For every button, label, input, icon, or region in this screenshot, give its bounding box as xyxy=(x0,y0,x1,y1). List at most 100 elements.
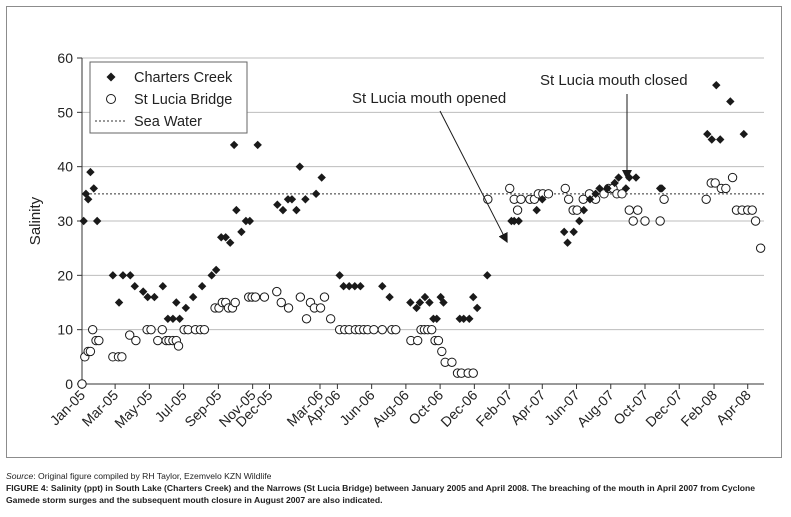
charters-creek-point xyxy=(158,282,168,291)
charters-creek-point xyxy=(118,271,128,280)
st-lucia-bridge-point xyxy=(173,341,184,351)
st-lucia-bridge-point xyxy=(295,292,306,302)
y-tick-label: 60 xyxy=(57,50,73,66)
charters-creek-point xyxy=(610,178,619,188)
st-lucia-bridge-point xyxy=(315,303,326,313)
charters-creek-point xyxy=(221,233,230,242)
charters-creek-point xyxy=(273,200,282,209)
charters-creek-point xyxy=(172,298,181,307)
st-lucia-bridge-point xyxy=(755,243,766,253)
st-lucia-bridge-point xyxy=(747,205,757,215)
st-lucia-bridge-point xyxy=(325,314,336,324)
charters-creek-point xyxy=(415,298,425,307)
charters-creek-point xyxy=(425,298,434,307)
st-lucia-bridge-point xyxy=(427,324,437,335)
data-series xyxy=(77,80,766,389)
st-lucia-bridge-point xyxy=(447,357,457,367)
x-tick-label: Sep-05 xyxy=(181,387,224,430)
legend-label: Sea Water xyxy=(134,114,202,130)
st-lucia-bridge-point xyxy=(117,352,127,362)
st-lucia-bridge-point xyxy=(301,314,312,324)
charters-creek-point xyxy=(207,271,216,280)
charters-creek-point xyxy=(86,167,95,177)
charters-creek-point xyxy=(126,271,135,280)
charters-creek-point xyxy=(707,135,716,144)
st-lucia-bridge-point xyxy=(77,379,87,389)
st-lucia-bridge-point xyxy=(230,297,240,308)
st-lucia-bridge-point xyxy=(633,205,643,215)
st-lucia-bridge-point xyxy=(640,216,650,226)
source-line: Source: Original figure compiled by RH T… xyxy=(6,470,786,482)
charters-creek-point xyxy=(225,238,235,247)
charters-creek-point xyxy=(712,80,721,90)
st-lucia-bridge-point xyxy=(146,324,156,335)
charters-creek-point xyxy=(585,195,595,204)
charters-creek-point xyxy=(237,227,246,237)
st-lucia-bridge-point xyxy=(259,292,270,302)
charters-creek-point xyxy=(175,314,184,323)
charters-creek-point xyxy=(317,173,326,182)
charters-creek-point xyxy=(253,140,262,150)
st-lucia-bridge-point xyxy=(433,335,444,346)
source-label: Source xyxy=(6,471,34,481)
charters-creek-point xyxy=(197,282,207,291)
charters-creek-point xyxy=(188,292,198,302)
st-lucia-bridge-point xyxy=(560,183,570,194)
st-lucia-bridge-point xyxy=(272,286,282,297)
annotations: St Lucia mouth opened St Lucia mouth clos… xyxy=(352,72,688,244)
charters-creek-point xyxy=(726,97,735,106)
y-tick-label: 50 xyxy=(57,104,73,120)
charters-creek-point xyxy=(483,271,492,280)
st-lucia-bridge-point xyxy=(131,335,141,346)
charters-creek-point xyxy=(130,282,139,291)
charters-creek-point xyxy=(143,292,152,302)
x-tick-label: Dec-07 xyxy=(642,387,685,430)
charters-creek-point xyxy=(406,298,415,307)
y-tick-label: 20 xyxy=(57,267,73,283)
charters-creek-point xyxy=(614,173,623,182)
charters-creek-point xyxy=(181,303,191,313)
charters-creek-point xyxy=(579,205,589,215)
st-lucia-bridge-point xyxy=(624,205,634,215)
st-lucia-bridge-point xyxy=(727,172,738,183)
figure-frame xyxy=(6,6,782,458)
charters-creek-point xyxy=(514,216,523,226)
charters-creek-point xyxy=(301,195,310,204)
st-lucia-bridge-point xyxy=(412,335,423,346)
y-tick-label: 30 xyxy=(57,213,73,229)
charters-creek-point xyxy=(385,292,394,302)
annotation-mouth-opened: St Lucia mouth opened xyxy=(352,90,506,107)
charters-creek-point xyxy=(287,195,297,204)
charters-creek-point xyxy=(510,216,519,226)
st-lucia-bridge-point xyxy=(721,183,731,194)
st-lucia-bridge-point xyxy=(377,324,388,335)
y-tick-label: 10 xyxy=(57,322,73,338)
y-axis-label: Salinity xyxy=(27,196,44,245)
charters-creek-point xyxy=(79,216,88,226)
x-tick-label: Dec-06 xyxy=(437,387,480,430)
charters-creek-point xyxy=(469,292,478,302)
st-lucia-bridge-point xyxy=(512,205,523,215)
charters-creek-point xyxy=(168,314,178,323)
charters-creek-point xyxy=(335,271,344,280)
charters-creek-point xyxy=(465,314,474,323)
st-lucia-bridge-point xyxy=(250,292,261,302)
charters-creek-point xyxy=(420,292,430,302)
charters-creek-point xyxy=(621,184,631,193)
charters-creek-point xyxy=(278,205,288,215)
st-lucia-bridge-point xyxy=(153,335,163,346)
charters-creek-point xyxy=(591,189,600,199)
st-lucia-bridge-point xyxy=(283,303,294,313)
annotation-arrow-opened xyxy=(439,110,508,244)
charters-creek-point xyxy=(595,184,604,193)
charters-creek-point xyxy=(92,216,102,226)
y-tick-label: 40 xyxy=(57,159,73,175)
st-lucia-bridge-point xyxy=(276,297,286,308)
salinity-chart: 0102030405060Jan-05Mar-05May-05Jul-05Sep… xyxy=(27,50,766,431)
charters-creek-point xyxy=(114,298,124,307)
st-lucia-bridge-point xyxy=(710,178,720,188)
st-lucia-bridge-point xyxy=(628,216,638,226)
charters-creek-point xyxy=(350,282,359,291)
charters-creek-point xyxy=(138,287,148,296)
st-lucia-bridge-point xyxy=(563,194,574,204)
